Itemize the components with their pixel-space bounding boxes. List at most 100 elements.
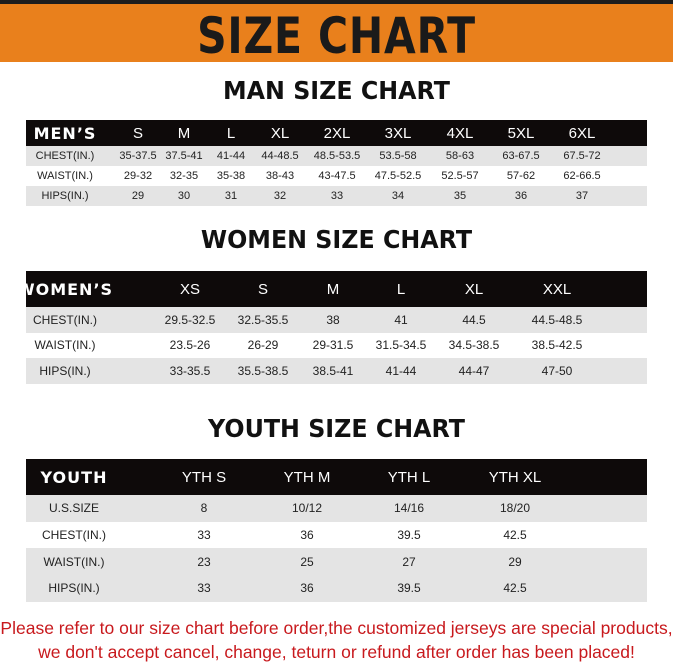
size-value: 35.5-38.5: [237, 363, 289, 378]
size-value: 37: [575, 190, 589, 202]
size-value: 38-43: [265, 170, 295, 182]
size-value: 26-29: [247, 338, 279, 353]
size-value: 48.5-53.5: [313, 150, 361, 162]
table-row: WAIST(IN.) 23 25 27 29: [26, 548, 647, 576]
table-row: CHEST(IN.) 29.5-32.5 32.5-35.5 38 41 44.5 44.5…: [26, 307, 647, 333]
size-value: 32: [273, 190, 287, 202]
size-value: 38: [326, 312, 340, 327]
size-value: 31: [224, 190, 238, 202]
size-value: 53.5-58: [379, 150, 417, 162]
size-value: 18/20: [499, 501, 531, 516]
table-header: YOUTH YTH S YTH M YTH L YTH XL: [26, 459, 647, 495]
size-value: 32.5-35.5: [237, 312, 289, 327]
row-label: CHEST(IN.): [42, 528, 106, 543]
size-value: 27: [402, 554, 416, 569]
table-row: WAIST(IN.) 29-32 32-35 35-38 38-43 43-47.5 47.…: [26, 166, 647, 186]
size-value: 36: [514, 190, 528, 202]
size-value: 63-67.5: [502, 150, 540, 162]
size-value: 5XL: [507, 124, 535, 142]
table-header: MEN’S S M L XL 2XL 3XL 4XL 5XL 6XL: [26, 120, 647, 146]
footer-notice-line1: Please refer to our size chart before or…: [0, 618, 673, 638]
row-label: WAIST(IN.): [37, 170, 93, 182]
size-value: L: [396, 280, 406, 298]
size-value: L: [226, 124, 236, 142]
size-value: 47-50: [541, 363, 573, 378]
table-row: CHEST(IN.) 35-37.5 37.5-41 41-44 44-48.5 48.5…: [26, 146, 647, 166]
size-value: M: [326, 280, 340, 298]
men-title: MAN SIZE CHART: [223, 76, 450, 105]
size-value: 31.5-34.5: [375, 338, 427, 353]
size-value: 29: [131, 190, 145, 202]
size-value: 44.5-48.5: [531, 312, 583, 327]
size-value: 41-44: [385, 363, 417, 378]
size-value: XXL: [542, 280, 572, 298]
size-value: 38.5-41: [312, 363, 354, 378]
table-row: WAIST(IN.) 23.5-26 26-29 29-31.5 31.5-34.5 34…: [26, 333, 647, 359]
size-value: 29-32: [123, 170, 153, 182]
size-value: 32-35: [169, 170, 199, 182]
size-value: XL: [464, 280, 484, 298]
size-value: 62-66.5: [563, 170, 601, 182]
table-row: U.S.SIZE 8 10/12 14/16 18/20: [26, 495, 647, 522]
size-value: 25: [300, 554, 314, 569]
size-value: 38.5-42.5: [531, 338, 583, 353]
women-size-table: WOMEN’S XS S M L XL XXL CHEST(IN.) 29.5-32.5 32.5…: [17, 271, 647, 384]
row-label: HIPS(IN.): [48, 581, 100, 596]
women-title: WOMEN SIZE CHART: [200, 225, 473, 254]
size-value: 39.5: [397, 528, 421, 543]
size-value: XL: [270, 124, 290, 142]
table-row: HIPS(IN.) 33 36 39.5 42.5: [26, 575, 647, 602]
row-label: CHEST(IN.): [35, 150, 95, 162]
size-value: 36: [300, 528, 314, 543]
size-value: M: [177, 124, 191, 142]
size-value: 43-47.5: [318, 170, 356, 182]
size-value: 34.5-38.5: [448, 338, 500, 353]
men-size-table: MEN’S S M L XL 2XL 3XL 4XL 5XL 6XL CHEST(IN.) 35-37…: [26, 120, 647, 206]
size-value: 8: [200, 501, 208, 516]
size-value: 42.5: [503, 581, 527, 596]
size-value: 47.5-52.5: [374, 170, 422, 182]
size-value: 41-44: [216, 150, 246, 162]
size-value: 35-37.5: [119, 150, 157, 162]
size-value: 10/12: [291, 501, 323, 516]
size-value: 44.5: [462, 312, 486, 327]
size-value: S: [132, 124, 144, 142]
table-row: HIPS(IN.) 33-35.5 35.5-38.5 38.5-41 41-44 44-…: [26, 358, 647, 384]
row-label: HIPS(IN.): [41, 190, 89, 202]
banner: SIZE CHART: [0, 0, 673, 65]
size-value: 2XL: [323, 124, 351, 142]
size-value: 29: [508, 554, 522, 569]
youth-title: YOUTH SIZE CHART: [208, 414, 465, 443]
size-value: 23: [197, 554, 211, 569]
table-row: CHEST(IN.) 33 36 39.5 42.5: [26, 522, 647, 549]
size-value: 29-31.5: [312, 338, 354, 353]
size-value: 34: [391, 190, 405, 202]
size-value: 42.5: [503, 528, 527, 543]
row-label: WAIST(IN.): [43, 554, 105, 569]
size-value: YTH M: [283, 468, 331, 486]
size-value: 33-35.5: [169, 363, 211, 378]
row-label: WAIST(IN.): [34, 338, 96, 353]
size-value: 33: [330, 190, 344, 202]
row-label: CHEST(IN.): [33, 312, 97, 327]
size-value: 35: [453, 190, 467, 202]
row-label: WOMEN’S: [16, 279, 114, 299]
size-value: 6XL: [568, 124, 596, 142]
size-value: 35-38: [216, 170, 246, 182]
size-value: 14/16: [393, 501, 425, 516]
size-value: 52.5-57: [441, 170, 479, 182]
row-label: MEN’S: [33, 123, 97, 143]
youth-size-table: YOUTH YTH S YTH M YTH L YTH XL U.S.SIZE 8 10/12…: [26, 459, 647, 602]
size-value: 39.5: [397, 581, 421, 596]
size-value: 4XL: [446, 124, 474, 142]
size-value: 41: [394, 312, 408, 327]
size-value: YTH L: [387, 468, 431, 486]
size-value: 30: [177, 190, 191, 202]
size-value: XS: [179, 280, 201, 298]
size-value: 33: [197, 528, 211, 543]
size-value: 57-62: [506, 170, 536, 182]
size-value: 44-47: [458, 363, 490, 378]
row-label: U.S.SIZE: [48, 501, 100, 516]
size-value: 33: [197, 581, 211, 596]
size-value: 44-48.5: [261, 150, 299, 162]
